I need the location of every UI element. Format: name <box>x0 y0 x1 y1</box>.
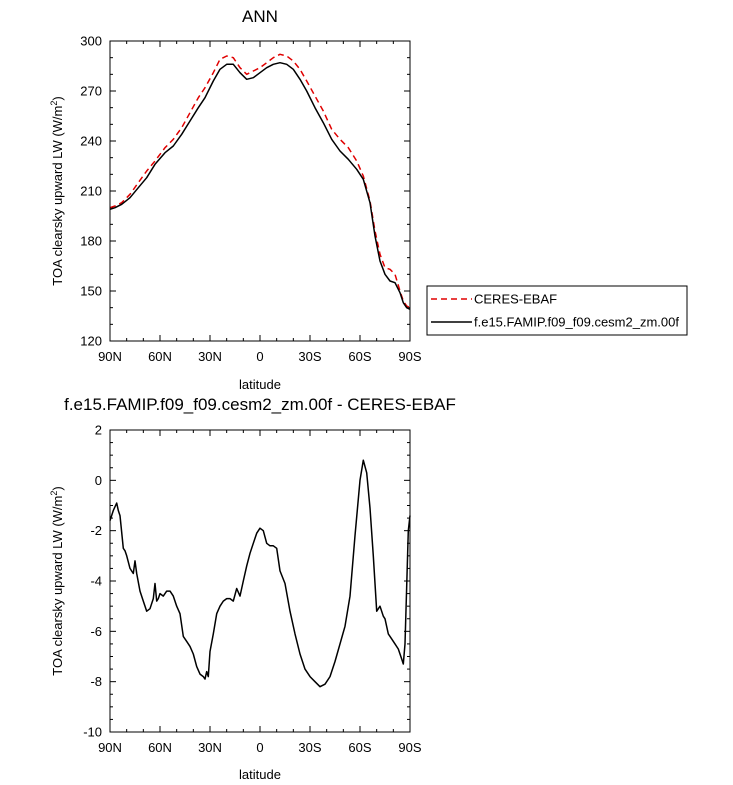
top-x-tick-label: 60N <box>148 349 172 364</box>
top-y-axis-label: TOA clearsky upward LW (W/m2) <box>49 96 65 285</box>
top-y-tick-label: 120 <box>80 334 102 349</box>
top-y-tick-label: 270 <box>80 84 102 99</box>
bottom-y-tick-label: -6 <box>90 624 102 639</box>
bottom-x-axis-label: latitude <box>239 767 281 782</box>
bottom-y-axis-label: TOA clearsky upward LW (W/m2) <box>49 486 65 675</box>
top-y-tick-label: 150 <box>80 284 102 299</box>
bottom-x-tick-label: 90S <box>398 740 421 755</box>
bottom-y-tick-label: -10 <box>83 725 102 740</box>
legend-box <box>426 285 688 336</box>
top-x-axis-label: latitude <box>239 377 281 392</box>
top-x-tick-label: 90S <box>398 349 421 364</box>
bottom-chart-title: f.e15.FAMIP.f09_f09.cesm2_zm.00f - CERES… <box>64 395 456 414</box>
bottom-x-tick-label: 90N <box>98 740 122 755</box>
top-axis-ticks: 90N 60N 30N 0 30S 60S 90S 120 150 180 210 240 270 300 <box>80 34 422 365</box>
bottom-axis-ticks: 90N 60N 30N 0 30S 60S 90S -10 -8 -6 -4 -2 0 2 <box>83 423 422 756</box>
top-x-tick-label: 0 <box>256 349 263 364</box>
bottom-panel: f.e15.FAMIP.f09_f09.cesm2_zm.00f - CERES… <box>49 395 456 782</box>
bottom-y-tick-label: 2 <box>95 423 102 438</box>
bottom-y-tick-label: -2 <box>90 523 102 538</box>
bottom-y-tick-label: 0 <box>95 473 102 488</box>
top-chart-title: ANN <box>242 7 278 26</box>
top-legend: CERES-EBAF f.e15.FAMIP.f09_f09.cesm2_zm.… <box>426 285 688 336</box>
bottom-y-tick-label: -4 <box>90 574 102 589</box>
top-y-tick-label: 210 <box>80 184 102 199</box>
top-x-tick-label: 60S <box>348 349 371 364</box>
top-x-tick-label: 30S <box>298 349 321 364</box>
top-y-tick-label: 240 <box>80 134 102 149</box>
bottom-y-tick-label: -8 <box>90 674 102 689</box>
top-series-line-ceres-ebaf <box>109 53 411 309</box>
bottom-series-line-difference <box>109 459 411 688</box>
bottom-x-tick-label: 30N <box>198 740 222 755</box>
top-y-tick-label: 300 <box>80 34 102 49</box>
bottom-x-tick-label: 0 <box>256 740 263 755</box>
bottom-x-tick-label: 60N <box>148 740 172 755</box>
bottom-x-tick-label: 30S <box>298 740 321 755</box>
top-series-line-f-e15-famip-f09-f09-cesm2-zm-00f <box>109 61 411 310</box>
top-x-tick-label: 30N <box>198 349 222 364</box>
bottom-series-group <box>109 459 411 688</box>
legend-label-model: f.e15.FAMIP.f09_f09.cesm2_zm.00f <box>474 315 679 330</box>
bottom-plot-frame <box>109 429 411 733</box>
top-y-tick-label: 180 <box>80 234 102 249</box>
top-panel: ANN 90N 60N 30N 0 30S 60S 90S 120 150 180 210 240 27… <box>49 7 688 392</box>
bottom-x-tick-label: 60S <box>348 740 371 755</box>
top-series-group <box>109 53 411 310</box>
legend-label-ceres: CERES-EBAF <box>474 292 557 307</box>
top-x-tick-label: 90N <box>98 349 122 364</box>
top-plot-frame <box>109 40 411 342</box>
